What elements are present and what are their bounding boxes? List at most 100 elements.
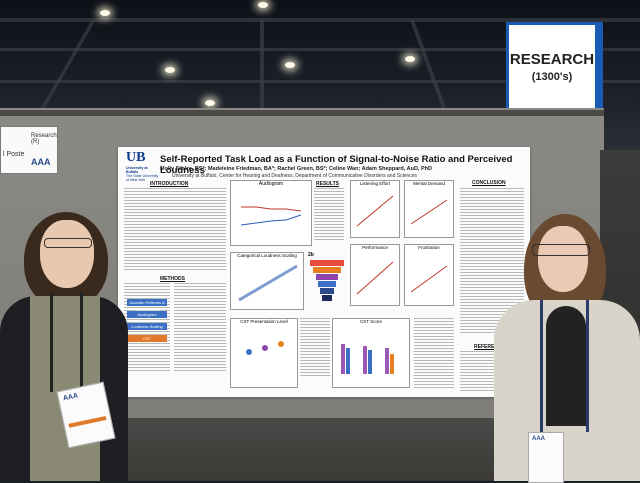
performance-title: Performance [362, 245, 388, 250]
cst-score-panel: CST Score [332, 318, 410, 388]
method-tag: Audiogram [127, 311, 167, 318]
loudness-panel: Categorical Loudness Scaling [230, 252, 304, 310]
score-bar [346, 348, 350, 374]
funnel-band [310, 260, 344, 266]
funnel-band [318, 281, 336, 287]
cst-notes [300, 318, 330, 378]
score-bar [341, 344, 345, 374]
poster-authors: Molly Stolze, BS*; Madeleine Friedman, B… [160, 166, 432, 172]
cst-point [246, 349, 252, 355]
ceiling-truss [0, 18, 640, 22]
audiogram-line-left [240, 214, 302, 226]
performance-panel: Performance [350, 244, 400, 306]
ceiling-light [258, 2, 268, 8]
ceiling-light [165, 67, 175, 73]
results-heading: RESULTS [316, 181, 339, 187]
mental-demand-title: Mental Demand [413, 181, 445, 186]
ub-logo-name: University at Buffalo [126, 166, 148, 174]
person-right-top [546, 306, 586, 426]
audiogram-line-right [241, 206, 302, 212]
methods-list [174, 283, 226, 373]
ceiling-truss [0, 48, 640, 51]
loudness-curve [238, 264, 298, 302]
badge-right: AAA [528, 432, 564, 483]
ceiling-light [205, 100, 215, 106]
person-right-face [538, 226, 588, 292]
trend-line [356, 261, 394, 295]
funnel-band [313, 267, 341, 273]
intro-heading: INTRODUCTION [150, 181, 189, 187]
badge-logo: AAA [532, 436, 545, 442]
method-tag: CST [127, 335, 167, 342]
sign-post [594, 22, 603, 182]
ceiling-truss [0, 80, 640, 83]
cst-score-chart [341, 344, 394, 374]
poster-title: Self-Reported Task Load as a Function of… [160, 154, 513, 176]
research-sign: RESEARCH (1300's) [506, 22, 598, 112]
intro-text [124, 188, 226, 272]
sign-subtitle: (1300's) [531, 71, 573, 83]
loudness-title: Categorical Loudness Scaling [237, 253, 297, 258]
panel-number: 2b [308, 252, 314, 258]
glasses [44, 238, 92, 248]
frustration-chart [410, 265, 448, 293]
poster-affiliation: University at Buffalo, Center for Hearin… [172, 173, 418, 179]
frustration-title: Frustration [418, 245, 440, 250]
loudness-chart [238, 264, 298, 302]
figure-caption [414, 318, 454, 388]
sign-title: RESEARCH [509, 51, 595, 68]
ub-logo-mark: UB [126, 150, 146, 165]
conclusion-heading: CONCLUSION [472, 180, 506, 186]
funnel-chart [310, 260, 344, 301]
funnel-band [320, 288, 334, 294]
audiogram-chart [240, 206, 302, 226]
side-board-text: l Poste [3, 151, 25, 158]
funnel-graphic: 2b [308, 252, 346, 310]
cst-point [262, 345, 268, 351]
mental-demand-panel: Mental Demand [404, 180, 454, 238]
booth-wall-trim [0, 110, 604, 116]
cst-point [278, 341, 284, 347]
ub-logo-sub: The State University of New York [126, 174, 159, 182]
lanyard [50, 292, 53, 392]
cst-level-panel: CST Presentation Level [230, 318, 298, 388]
frustration-panel: Frustration [404, 244, 454, 306]
lanyard [80, 292, 83, 392]
cst-score-title: CST Score [360, 319, 382, 324]
method-tag: Acoustic Reflexes & Tympanometry [127, 299, 167, 312]
methods-heading: METHODS [160, 276, 185, 282]
side-board-logo: AAA [31, 157, 51, 167]
side-board: Research (R) l Poste AAA [0, 126, 58, 174]
ceiling-light [100, 10, 110, 16]
glasses [532, 244, 590, 256]
results-text [314, 188, 344, 240]
ceiling-light [405, 56, 415, 62]
cst-level-title: CST Presentation Level [240, 319, 288, 324]
ub-logo: UB University at Buffalo The State Unive… [126, 150, 160, 182]
trend-line [410, 265, 448, 293]
ceiling-light [285, 62, 295, 68]
method-tag: Loudness Scaling [127, 323, 167, 330]
listening-effort-chart [356, 195, 394, 227]
score-bar [390, 354, 394, 374]
person-left-face [40, 220, 94, 288]
side-board-label: Research (R) [31, 133, 57, 145]
cst-level-chart [246, 341, 284, 355]
audiogram-panel: Audiogram [230, 180, 312, 246]
funnel-band [322, 295, 332, 301]
score-bar [363, 346, 367, 374]
lanyard [586, 300, 589, 432]
mental-demand-chart [410, 199, 448, 225]
lanyard [540, 300, 543, 432]
trend-line [356, 195, 394, 227]
ceiling-beam [260, 20, 264, 130]
listening-effort-title: Listening Effort [360, 181, 390, 186]
references-heading: REFERENCES [474, 344, 509, 350]
badge-stripe [68, 415, 107, 428]
listening-effort-panel: Listening Effort [350, 180, 400, 238]
trend-line [410, 199, 448, 225]
score-bar [368, 350, 372, 374]
performance-chart [356, 261, 394, 295]
funnel-band [316, 274, 338, 280]
audiogram-title: Audiogram [258, 181, 284, 187]
